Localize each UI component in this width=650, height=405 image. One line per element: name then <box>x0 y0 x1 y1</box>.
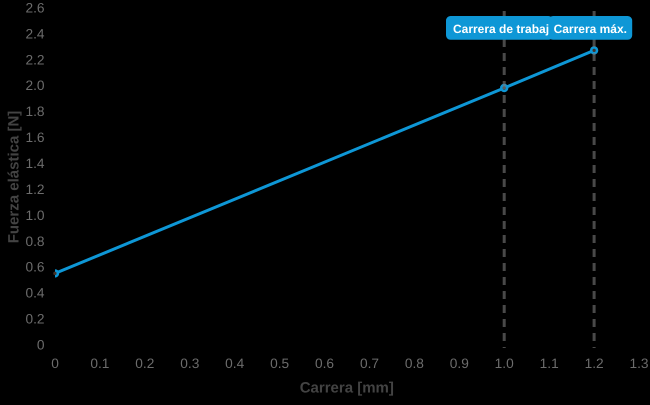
svg-text:0: 0 <box>37 338 45 353</box>
svg-text:Fuerza elástica [N]: Fuerza elástica [N] <box>6 111 23 244</box>
svg-text:1.8: 1.8 <box>25 104 44 119</box>
svg-text:0.6: 0.6 <box>25 260 44 275</box>
svg-text:1.2: 1.2 <box>25 182 44 197</box>
svg-text:0: 0 <box>51 356 59 371</box>
svg-text:Carrera máx.: Carrera máx. <box>554 22 627 36</box>
svg-text:Carrera de trabajo: Carrera de trabajo <box>453 22 556 36</box>
svg-text:0.8: 0.8 <box>405 356 424 371</box>
svg-text:0.6: 0.6 <box>315 356 334 371</box>
svg-text:1.3: 1.3 <box>629 356 648 371</box>
svg-text:0.7: 0.7 <box>360 356 379 371</box>
svg-text:1.1: 1.1 <box>540 356 559 371</box>
svg-text:0.3: 0.3 <box>180 356 199 371</box>
svg-text:2.2: 2.2 <box>25 52 44 67</box>
svg-text:2.4: 2.4 <box>25 26 44 41</box>
svg-text:1.4: 1.4 <box>25 156 44 171</box>
svg-text:0.9: 0.9 <box>450 356 469 371</box>
svg-text:0.4: 0.4 <box>25 286 44 301</box>
svg-text:1.2: 1.2 <box>585 356 604 371</box>
svg-text:1.0: 1.0 <box>25 208 44 223</box>
svg-text:Carrera [mm]: Carrera [mm] <box>300 380 394 397</box>
svg-text:1.0: 1.0 <box>495 356 514 371</box>
svg-text:2.6: 2.6 <box>25 1 44 16</box>
svg-text:0.2: 0.2 <box>25 312 44 327</box>
svg-text:0.8: 0.8 <box>25 234 44 249</box>
svg-text:0.2: 0.2 <box>135 356 154 371</box>
svg-text:2.0: 2.0 <box>25 78 44 93</box>
svg-text:1.6: 1.6 <box>25 130 44 145</box>
svg-text:0.1: 0.1 <box>90 356 109 371</box>
svg-text:0.4: 0.4 <box>225 356 244 371</box>
svg-text:0.5: 0.5 <box>270 356 289 371</box>
